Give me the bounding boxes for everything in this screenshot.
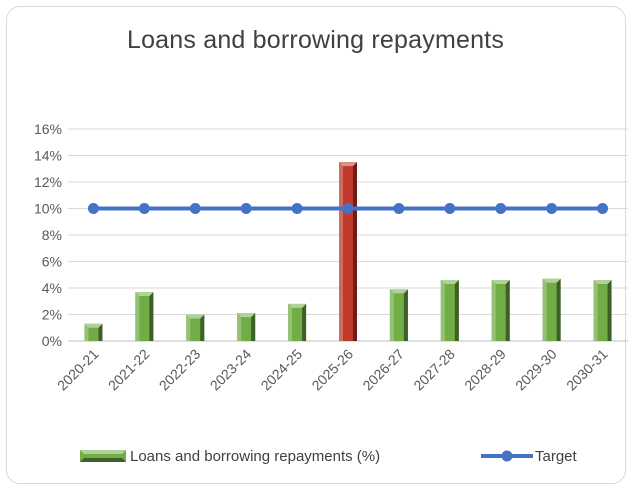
target-point [87,203,99,214]
x-tick-label: 2028-29 [461,346,509,394]
y-tick-label: 2% [42,307,62,323]
bar [339,162,357,341]
bar-bevel-top [186,314,205,319]
y-tick-label: 4% [42,280,62,296]
x-tick-label: 2020-21 [54,346,102,394]
target-point [342,203,354,214]
bar-face [440,280,459,341]
bar-bevel-top [288,303,307,308]
bar-face [288,303,307,341]
bar-bevel-right [98,323,103,341]
bar-face [389,289,408,341]
y-tick-label: 16% [34,121,62,137]
y-axis-ticks: 0% 2% 4% 6% 8% 10% 12% 14% 16% [34,121,62,349]
bar-face [593,280,612,341]
target-point [393,203,405,214]
bar-bevel-left [237,313,242,341]
target-line-series [87,203,609,214]
y-tick-label: 8% [42,227,62,243]
bar-bevel-right [556,278,561,341]
bar [84,323,103,341]
bar-bevel-right [454,280,459,341]
target-point [240,203,252,214]
bar-bevel-right [403,289,408,341]
bar-bevel-right [505,280,510,341]
bar [186,314,205,341]
target-point [291,203,303,214]
legend-swatch-bars [80,450,126,462]
bar [237,313,256,341]
target-point [495,203,507,214]
bar [440,280,459,341]
bar-face [237,313,256,341]
bar [593,280,612,341]
bar-bevel-left [135,291,140,341]
x-tick-label: 2024-25 [258,346,306,394]
bar [491,280,510,341]
bar-bevel-top [542,278,561,283]
bar-bevel-left [389,289,394,341]
bar [288,303,307,341]
x-tick-label: 2025-26 [308,346,356,394]
bar-bevel-top [389,289,408,294]
y-tick-label: 0% [42,333,62,349]
bar-bevel-left [542,278,547,341]
target-point [444,203,456,214]
bar-bevel-top [593,280,612,285]
bar [542,278,561,341]
bar-bevel-right [251,313,256,341]
bar [135,291,154,341]
legend-swatch-shadow [80,458,126,462]
chart-card [6,6,626,484]
bar-bevel-right [200,314,205,341]
bar-face [135,291,154,341]
x-tick-label: 2030-31 [563,346,611,394]
bar-bevel-left [186,314,191,341]
y-tick-label: 6% [42,254,62,270]
bar-bevel-right [353,162,357,341]
bar-bevel-top [491,280,510,285]
legend-swatch-bevel [80,450,126,454]
x-tick-label: 2029-30 [512,346,560,394]
bar-bevel-top [84,323,103,328]
y-tick-label: 12% [34,174,62,190]
bar-bevel-top [135,291,154,296]
bar-bevel-left [84,323,89,341]
y-tick-label: 14% [34,148,62,164]
legend-label-target: Target [535,448,578,465]
y-tick-label: 10% [34,201,62,217]
bar-bevel-right [607,280,612,341]
bar-bevel-top [237,313,256,318]
x-axis-ticks: 2020-21 2021-22 2022-23 2023-24 2024-25 2025-… [54,346,611,394]
target-point [597,203,609,214]
x-tick-label: 2026-27 [359,346,407,394]
target-point [546,203,558,214]
target-point [189,203,201,214]
bar-face [186,314,205,341]
bar-bevel-left [491,280,496,341]
x-tick-label: 2027-28 [410,346,458,394]
bar-bevel-left [593,280,598,341]
legend-swatch-marker [501,450,513,462]
bar-bevel-left [440,280,445,341]
x-tick-label: 2022-23 [156,346,204,394]
bar-bevel-right [302,303,307,341]
bar-bevel-left [339,162,343,341]
bar-face [491,280,510,341]
bar-face [542,278,561,341]
x-tick-label: 2023-24 [207,346,255,394]
bar-bevel-top [339,162,357,167]
chart-title: Loans and borrowing repayments [126,26,505,54]
bar [389,289,408,341]
bar-bevel-top [440,280,459,285]
x-tick-label: 2021-22 [105,346,153,394]
bar-face [84,323,103,341]
legend-label-bars: Loans and borrowing repayments (%) [130,448,380,465]
bar-bevel-left [288,303,293,341]
legend: Loans and borrowing repayments (%) Target [80,448,578,465]
target-point [138,203,150,214]
bar-bevel-right [149,291,154,341]
